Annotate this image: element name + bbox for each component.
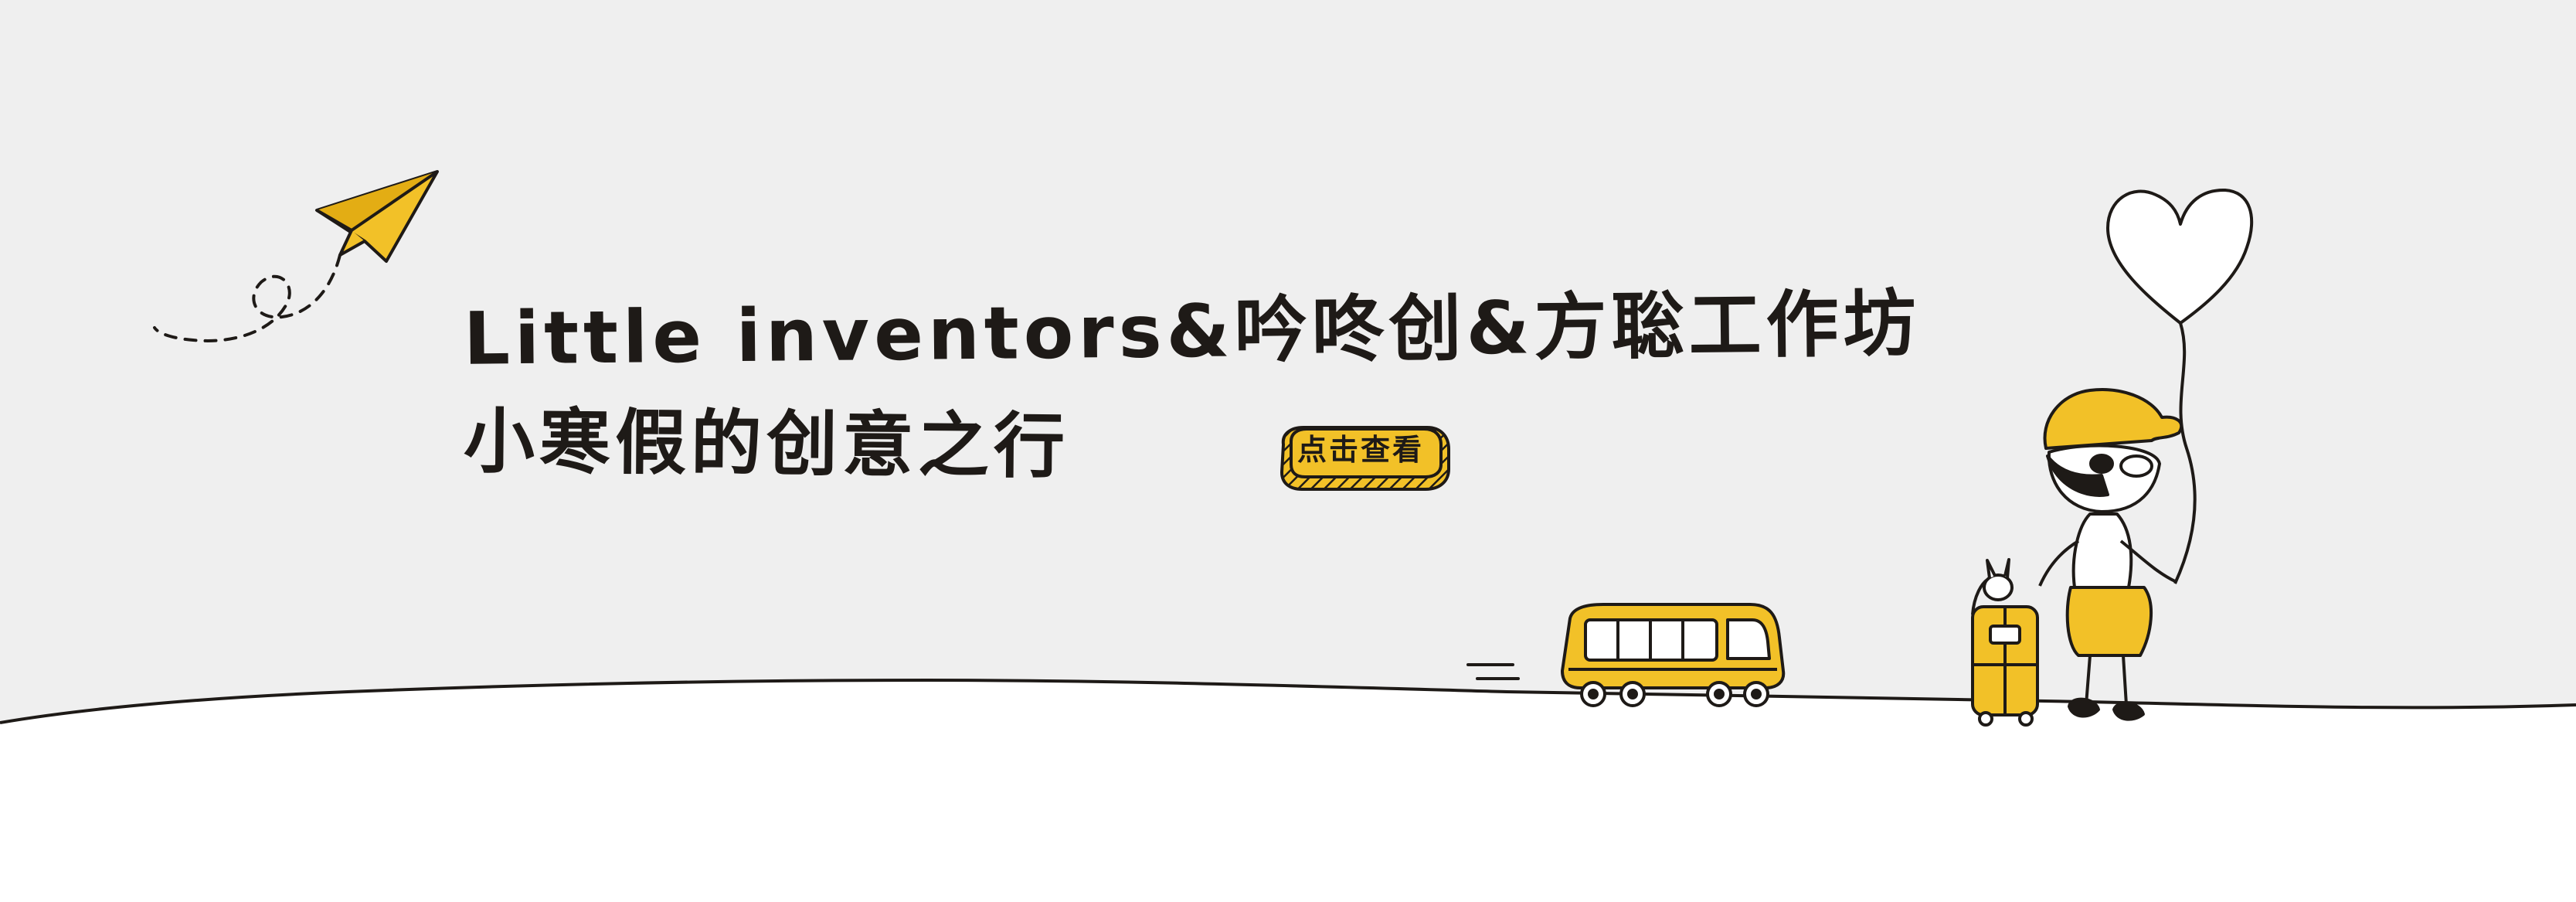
bus-icon — [1561, 603, 1786, 707]
speed-lines — [1466, 663, 1520, 680]
title-line-1: Little inventors&吟咚创&方聡工作坊 — [463, 282, 1922, 382]
sky-background — [0, 0, 2576, 723]
plane-trail — [153, 254, 342, 342]
ground-line — [0, 678, 2576, 724]
paper-plane-icon — [315, 170, 439, 263]
heart-balloon-icon — [2106, 188, 2254, 584]
view-details-label[interactable]: 点击查看 — [1296, 433, 1424, 467]
view-details-button[interactable]: 点击查看 — [1273, 421, 1458, 499]
suitcase-icon — [1971, 558, 2039, 727]
title-line-2: 小寒假的创意之行 — [463, 400, 1070, 488]
button-shape — [1280, 426, 1450, 491]
child-with-cap-icon — [2038, 388, 2183, 721]
